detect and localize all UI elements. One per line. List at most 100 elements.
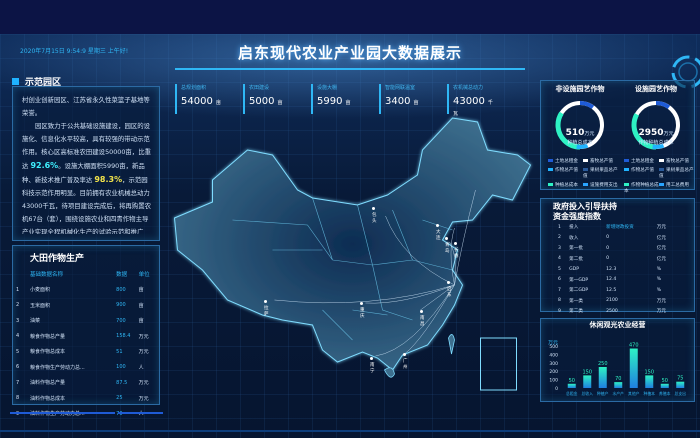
table-cell: % xyxy=(656,266,662,272)
x-tick-label: 总租金 xyxy=(566,391,578,396)
tourism-bar-chart: 万元 0 100 200 300 400 500 50 总租金 150 总收入 250 种植产 70 水产产… xyxy=(548,340,687,396)
map-city[interactable]: 重庆 xyxy=(360,302,365,319)
bar-value-label: 50 xyxy=(662,378,668,384)
table-cell: 1 xyxy=(558,224,561,230)
map-city[interactable]: 南昌 xyxy=(420,310,425,327)
intro-title: 示范园区 xyxy=(25,78,62,88)
intro-header: 示范园区 xyxy=(12,70,61,89)
table-cell: 亩 xyxy=(138,318,144,325)
donut-segment xyxy=(556,101,604,149)
x-tick-label: 水产产 xyxy=(613,391,625,396)
bullet-icon xyxy=(12,78,19,85)
table-cell: 0 xyxy=(606,235,610,241)
map-city[interactable]: 启东 xyxy=(447,281,452,298)
table-cell: GDP xyxy=(569,266,579,272)
table-row: 8 第一类 2100 万元 xyxy=(558,296,678,307)
bar-value-label: 75 xyxy=(677,376,683,382)
gov-fund-title: 政府投入引导扶持 资金强度指数 xyxy=(553,202,617,221)
divider xyxy=(10,412,115,414)
bar-value-label: 150 xyxy=(582,369,592,375)
table-cell: % xyxy=(656,277,662,283)
bar xyxy=(645,375,654,388)
donut-block: 非设施园艺作物 510万元 种植总成本 土地总租金 畜牧总产值 作物总产值 果树果品总产… xyxy=(542,82,618,194)
top-bar xyxy=(0,0,700,34)
table-cell: 5 xyxy=(558,266,561,272)
donut-chart xyxy=(555,100,605,150)
legend-item: 畜牧总产值 xyxy=(583,158,618,164)
x-tick-label: 种植产 xyxy=(597,391,609,396)
percent-highlight: 92.6% xyxy=(30,161,59,170)
legend-item: 作物种植总成本 xyxy=(624,183,659,194)
table-cell: 第二GDP xyxy=(569,288,589,294)
table-row: 7 第二GDP 12.5% xyxy=(558,285,678,296)
table-cell: 投入 xyxy=(569,225,579,231)
table-cell: 人 xyxy=(138,364,144,371)
table-cell: 6 xyxy=(16,364,20,371)
y-tick-label: 100 xyxy=(549,378,558,384)
table-cell: 158.4 xyxy=(116,333,131,340)
y-tick-label: 400 xyxy=(549,352,558,358)
table-cell: 0 xyxy=(606,245,610,251)
x-tick-label: 总支出 xyxy=(675,391,687,396)
map-city[interactable]: 广州 xyxy=(403,353,408,370)
table-cell: 3 xyxy=(16,317,20,324)
table-cell: 800 xyxy=(116,286,126,293)
table-cell: 万元 xyxy=(656,298,666,304)
legend-item: 土地总租金 xyxy=(624,158,659,164)
stat-card: 农机械总动力 43000 千瓦 xyxy=(447,84,497,117)
bar-value-label: 150 xyxy=(644,369,654,375)
table-row: 2 收入 0 亿元 xyxy=(558,233,678,244)
table-cell: 100 xyxy=(116,364,126,371)
chart-title: 休闲观光农业经营 xyxy=(589,321,646,329)
donut-legend: 土地总租金 畜牧总产值 作物总产值 果树果品总产值 种植总成本 设施费用支出 xyxy=(542,158,618,188)
stat-value: 5990 xyxy=(317,96,343,107)
table-row: 8 油料作物总成本 25 万元 xyxy=(16,391,156,407)
china-map xyxy=(173,117,532,391)
stat-value: 5000 xyxy=(249,96,275,107)
stat-card: 设施大棚 5990 亩 xyxy=(311,84,357,114)
south-sea-inset xyxy=(480,337,517,391)
map-city[interactable]: 拉萨 xyxy=(264,300,269,317)
page-title: 启东现代农业产业园大数据展示 xyxy=(237,44,462,62)
stat-card: 农田建设 5000 亩 xyxy=(243,84,289,114)
donut-charts: 非设施园艺作物 510万元 种植总成本 土地总租金 畜牧总产值 作物总产值 果树果品总产… xyxy=(542,82,694,194)
divider xyxy=(118,412,163,414)
table-cell: 第一批 xyxy=(569,246,583,252)
table-cell: 第一类 xyxy=(569,298,583,304)
legend-item: 种植总成本 xyxy=(548,182,583,188)
table-cell: 1 xyxy=(16,286,20,293)
table-cell: 人 xyxy=(138,411,144,418)
legend-item: 畜牧总产值 xyxy=(659,158,694,164)
table-cell: 玉米面积 xyxy=(30,302,51,309)
map-city[interactable]: 大连 xyxy=(436,224,441,241)
datetime: 2020年7月15日 9:54:9 星期三 上午好! xyxy=(20,48,129,55)
stat-card: 智能网联温室 3400 亩 xyxy=(379,84,425,114)
map-city[interactable]: 长春 xyxy=(454,242,459,259)
field-crop-panel xyxy=(12,245,160,405)
legend-item: 作物总产值 xyxy=(548,167,583,179)
table-cell: 万元 xyxy=(138,349,149,356)
table-cell: 700 xyxy=(116,317,126,324)
table-cell: 12.3 xyxy=(606,266,617,272)
table-cell: 51 xyxy=(116,348,123,355)
table-cell: 粮食作物总产量 xyxy=(30,333,66,340)
bar xyxy=(614,382,623,388)
legend-item: 果树果品总产值 xyxy=(583,168,618,179)
field-crop-table: 基础数据名称 数据 单位 1 小麦面积 800 亩 2 玉米面积 900 亩 3 油菜 700 亩 4 粮食作… xyxy=(16,266,156,422)
map-city[interactable]: 包头 xyxy=(372,207,377,224)
gov-fund-table: 1 投入 新增财政投资 万元 2 收入 0 亿元 3 第一批 0 亿元 4 第二批 0 亿元 5 GDP 12.3%… xyxy=(558,222,678,317)
table-cell: 6 xyxy=(558,277,561,283)
bar-value-label: 50 xyxy=(569,378,575,384)
percent-highlight: 98.3% xyxy=(94,175,123,184)
map-outline xyxy=(173,117,532,371)
table-cell: 亿元 xyxy=(656,235,666,241)
map-city[interactable]: 南宁 xyxy=(370,357,375,374)
table-cell: 3 xyxy=(558,245,561,251)
stat-value: 54000 xyxy=(181,96,213,107)
bar xyxy=(660,383,669,388)
x-tick-label: 养殖本 xyxy=(659,391,671,396)
map-city[interactable]: 青岛 xyxy=(445,237,450,254)
table-cell: 2 xyxy=(558,235,561,241)
gov-fund-panel xyxy=(540,198,695,312)
table-cell: 粮食作物生产劳动力总... xyxy=(30,364,85,371)
